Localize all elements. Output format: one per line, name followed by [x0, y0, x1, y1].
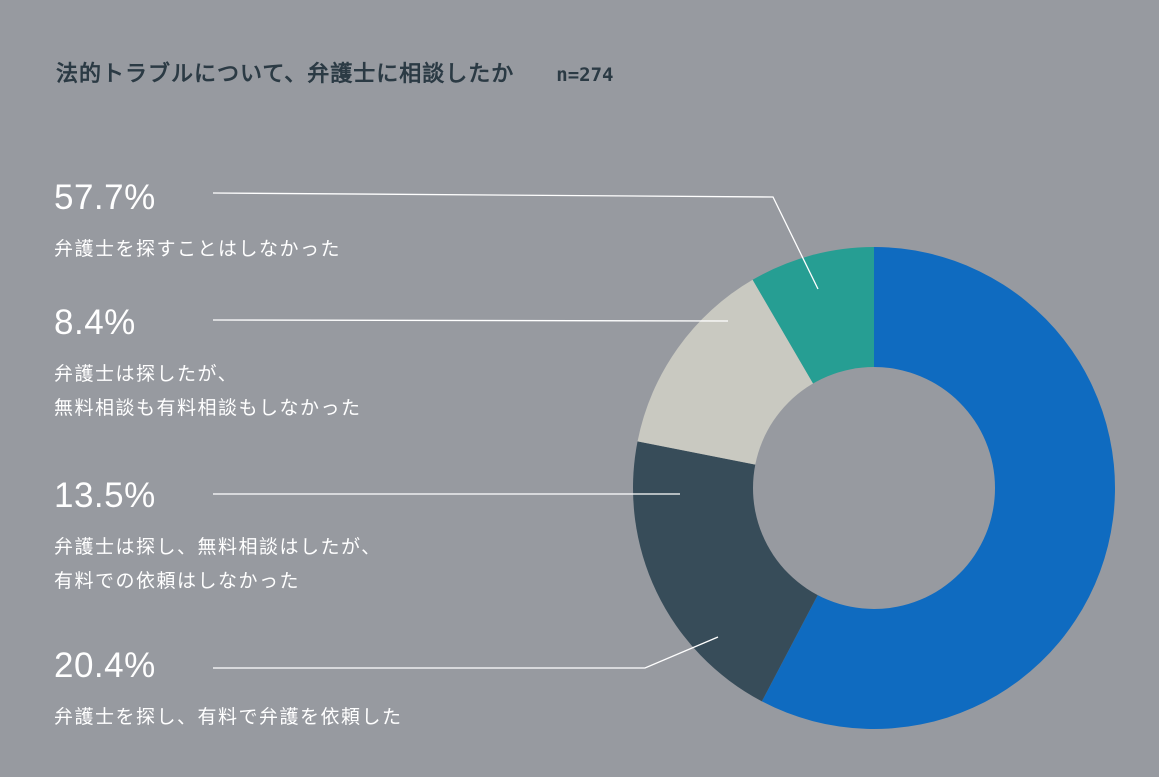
slice-description: 弁護士は探し、無料相談はしたが、 有料での依頼はしなかった [54, 530, 382, 598]
slice-label-not-searched: 57.7% 弁護士を探すことはしなかった [54, 178, 341, 266]
slice-description: 弁護士を探すことはしなかった [54, 232, 341, 266]
slice-description-line: 弁護士を探し、有料で弁護を依頼した [54, 706, 403, 728]
slice-description-line: 弁護士は探し、無料相談はしたが、 [54, 536, 382, 558]
slice-percent: 13.5% [54, 476, 156, 515]
slice-label-searched-only: 8.4% 弁護士は探したが、 無料相談も有料相談もしなかった [54, 303, 362, 425]
leader-line-searched-only [212, 319, 729, 322]
donut-hole [753, 367, 995, 609]
slice-description-line: 無料相談も有料相談もしなかった [54, 397, 362, 419]
slice-label-paid-request: 20.4% 弁護士を探し、有料で弁護を依頼した [54, 646, 403, 734]
slice-description-line: 有料での依頼はしなかった [54, 570, 301, 592]
slice-label-free-consult: 13.5% 弁護士は探し、無料相談はしたが、 有料での依頼はしなかった [54, 476, 382, 598]
slice-description-line: 弁護士は探したが、 [54, 363, 239, 385]
chart-header: 法的トラブルについて、弁護士に相談したか n=274 [56, 56, 613, 88]
chart-title: 法的トラブルについて、弁護士に相談したか [56, 62, 515, 87]
slice-percent: 8.4% [54, 303, 136, 342]
sample-size: n=274 [556, 64, 614, 86]
slice-description: 弁護士を探し、有料で弁護を依頼した [54, 700, 403, 734]
slice-percent: 57.7% [54, 178, 156, 217]
slice-percent: 20.4% [54, 646, 156, 685]
leader-line-paid-request [213, 636, 719, 669]
leader-lines [212, 192, 819, 669]
slice-description: 弁護士は探したが、 無料相談も有料相談もしなかった [54, 357, 362, 425]
slice-description-line: 弁護士を探すことはしなかった [54, 238, 342, 260]
leader-line-not-searched [212, 192, 819, 290]
